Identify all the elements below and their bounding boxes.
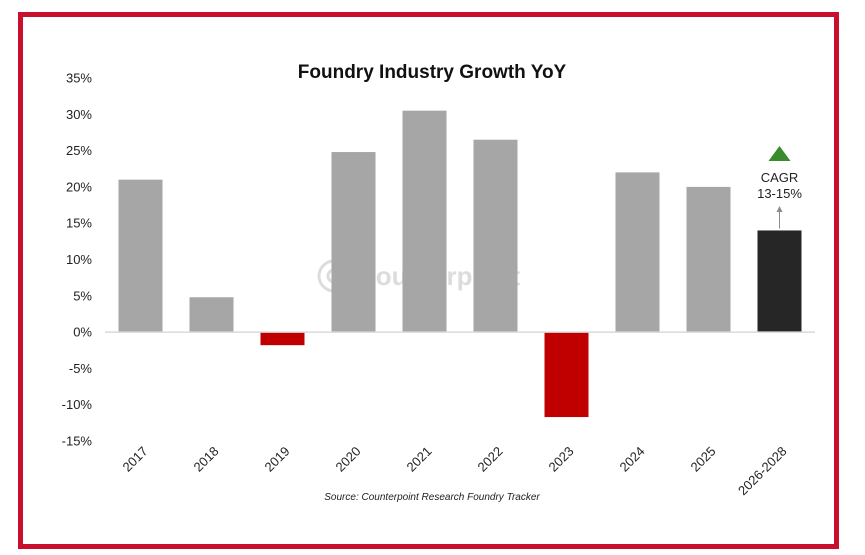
cagr-annotation: CAGR 13-15% — [757, 146, 802, 229]
x-tick-label: 2017 — [120, 444, 151, 475]
x-tick-label: 2020 — [333, 444, 364, 475]
cagr-label: CAGR — [761, 170, 799, 185]
x-tick-label: 2018 — [191, 444, 222, 475]
source-note: Source: Counterpoint Research Foundry Tr… — [324, 492, 540, 503]
x-tick-label: 2019 — [262, 444, 293, 475]
x-tick-label: 2023 — [546, 444, 577, 475]
bar-2020 — [331, 152, 376, 333]
bar-2025 — [686, 186, 731, 333]
y-tick-label: 30% — [66, 107, 92, 122]
x-axis: 2017 2018 2019 2020 2021 2022 2023 2024 2025 2026… — [120, 444, 790, 499]
bar-2023 — [544, 332, 589, 418]
bar-2017 — [118, 179, 163, 333]
bars — [118, 110, 802, 418]
y-tick-label: -15% — [62, 434, 93, 449]
x-tick-label: 2026-2028 — [735, 444, 790, 499]
bar-2024 — [615, 172, 660, 333]
chart-title: Foundry Industry Growth YoY — [298, 62, 567, 83]
y-axis: 35% 30% 25% 20% 15% 10% 5% 0% -5% -10% -15% — [62, 71, 93, 449]
bar-2026-2028 — [757, 230, 802, 333]
bar-2021 — [402, 110, 447, 333]
bar-2022 — [473, 139, 518, 333]
bar-2019 — [260, 332, 305, 346]
y-tick-label: 15% — [66, 216, 92, 231]
cagr-value: 13-15% — [757, 186, 802, 201]
y-tick-label: -5% — [69, 361, 93, 376]
y-tick-label: 5% — [73, 288, 92, 303]
y-tick-label: 10% — [66, 252, 92, 267]
arrow-up-icon — [776, 206, 783, 212]
x-tick-label: 2022 — [475, 444, 506, 475]
bar-2018 — [189, 297, 234, 333]
y-tick-label: 20% — [66, 179, 92, 194]
x-tick-label: 2025 — [688, 444, 719, 475]
x-tick-label: 2021 — [404, 444, 435, 475]
x-tick-label: 2024 — [617, 444, 648, 475]
y-tick-label: 25% — [66, 143, 92, 158]
y-tick-label: -10% — [62, 397, 93, 412]
up-triangle-icon — [768, 146, 791, 161]
y-tick-label: 0% — [73, 325, 92, 340]
y-tick-label: 35% — [66, 71, 92, 86]
